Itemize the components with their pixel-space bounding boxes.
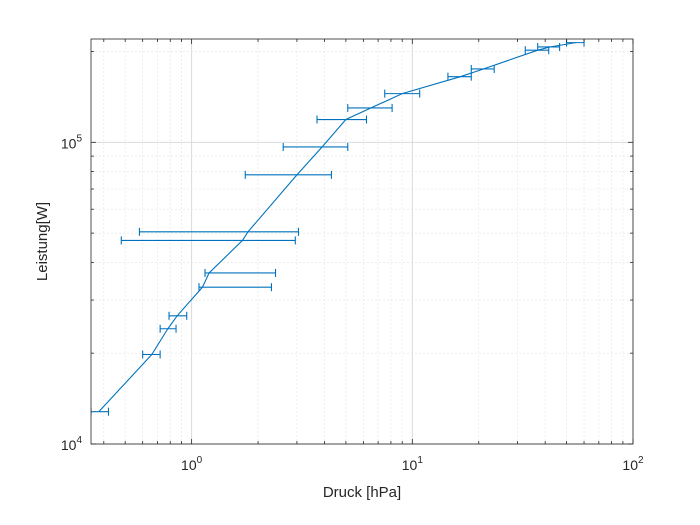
x-tick-label: 101 <box>402 455 424 473</box>
series-line <box>98 42 576 413</box>
x-axis-label: Druck [hPa] <box>323 484 401 501</box>
x-tick-label: 102 <box>622 455 644 473</box>
series-group <box>91 39 585 416</box>
series-layer <box>91 39 585 416</box>
x-tick-label: 100 <box>181 455 203 473</box>
y-axis-label: Leistung[W] <box>34 202 51 281</box>
y-tick-labels: 104 105 <box>61 133 83 453</box>
axis-ticks <box>91 39 634 445</box>
plot-background <box>91 39 633 444</box>
y-tick-label: 104 <box>61 435 83 453</box>
x-tick-labels: 100 101 102 <box>181 455 644 473</box>
plot-frame <box>90 38 634 445</box>
y-tick-label: 105 <box>61 133 83 151</box>
plot-area <box>90 38 634 445</box>
